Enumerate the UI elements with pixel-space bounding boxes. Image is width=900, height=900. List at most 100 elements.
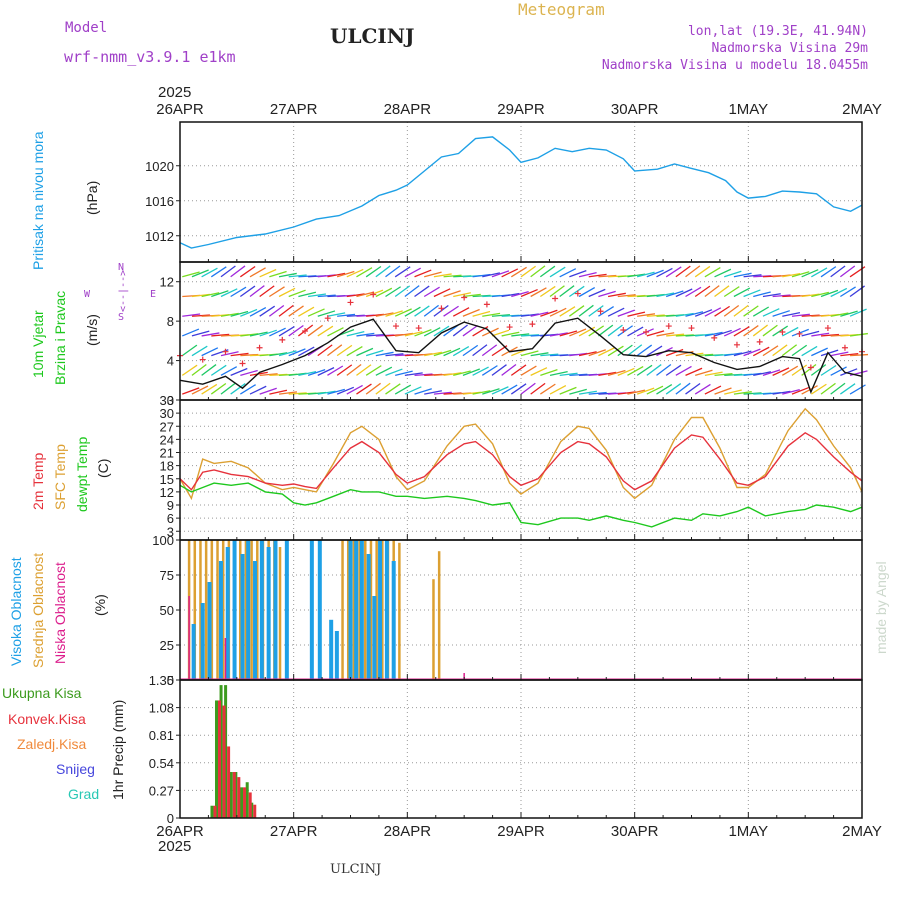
wind-barb — [259, 387, 277, 395]
cloud-bar — [221, 540, 225, 680]
cloud-bar — [369, 540, 373, 680]
wind-barb — [772, 310, 790, 317]
wind-barb — [220, 351, 239, 357]
wind-barb — [782, 312, 801, 317]
wind-barb — [733, 326, 750, 337]
wind-barb — [385, 368, 403, 376]
wind-barb — [520, 313, 539, 317]
y-tick-label: 1016 — [145, 194, 174, 209]
wind-barb — [724, 389, 742, 395]
precip-bar — [237, 777, 241, 818]
cloud-bar — [259, 540, 264, 680]
wind-barb — [462, 344, 479, 357]
wind-barb — [230, 265, 246, 278]
wind-barb — [830, 366, 847, 376]
x-date-label-top: 29APR — [497, 101, 545, 118]
wind-barb — [559, 372, 578, 377]
wind-barb — [317, 294, 336, 298]
cloud-bar — [224, 638, 227, 680]
x-date-label-bottom: 2MAY — [842, 823, 882, 840]
wind-barb — [201, 347, 219, 357]
wind-barb — [646, 314, 665, 317]
wind-barb — [665, 266, 682, 278]
wind-barb — [414, 388, 432, 395]
x-date-label-bottom: 26APR — [156, 823, 204, 840]
wind-barb — [375, 265, 391, 278]
wind-barb — [520, 382, 536, 395]
wind-barb — [259, 373, 278, 377]
wind-barb — [327, 365, 344, 376]
wind-barb — [617, 325, 633, 337]
wind-barb — [269, 352, 288, 357]
wind-barb — [685, 367, 703, 376]
wind-barb — [830, 382, 846, 395]
wind-barb — [694, 383, 711, 395]
wind-barb — [346, 363, 362, 376]
wind-barb — [685, 286, 702, 298]
wind-barb — [278, 272, 297, 278]
wind-barb — [230, 352, 249, 357]
wind-barb — [723, 304, 740, 317]
wind-barb — [752, 306, 770, 317]
wind-barb — [559, 330, 578, 337]
wind-barb — [249, 267, 266, 278]
wind-barb — [810, 364, 827, 376]
wind-barb — [462, 308, 480, 317]
wind-barb — [782, 388, 800, 395]
wind-barb — [414, 373, 433, 377]
wind-barb — [820, 333, 840, 337]
wind-barb — [210, 364, 227, 376]
lonlat-label: lon,lat (19.3E, 41.94N) — [687, 24, 868, 39]
wind-barb — [559, 285, 575, 298]
wind-barb — [394, 308, 412, 317]
gust-marker — [222, 348, 229, 355]
wind-barb — [365, 365, 382, 376]
y-tick-label: 30 — [160, 406, 174, 421]
wind-barb — [588, 305, 604, 317]
wind-barb — [762, 324, 778, 337]
model-name: wrf-nmm_v3.9.1 e1km — [64, 48, 236, 66]
wind-barb — [501, 331, 520, 337]
wind-barb — [549, 285, 565, 298]
cloud-bar — [238, 540, 242, 680]
gust-marker — [807, 364, 814, 371]
cloud-bar — [216, 540, 219, 680]
x-date-label-bottom: 1MAY — [728, 823, 768, 840]
cloud-bar — [341, 540, 344, 680]
wind-barb — [675, 312, 694, 317]
wind-barb — [723, 327, 741, 337]
wind-barb — [395, 370, 413, 376]
wind-barb — [375, 366, 393, 376]
gust-marker — [574, 290, 581, 297]
wind-barb — [510, 383, 527, 395]
wind-barb — [220, 312, 239, 317]
wind-barb — [182, 313, 201, 317]
wind-barb — [840, 368, 858, 376]
precip-bar — [229, 772, 233, 818]
wind-barb — [539, 383, 556, 395]
cloud-bar — [378, 540, 383, 680]
wind-barb — [578, 304, 594, 317]
wind-barb — [298, 306, 315, 317]
wind-barb — [452, 324, 468, 337]
wind-barb — [782, 272, 801, 278]
wind-barb — [646, 345, 663, 357]
wind-barb — [607, 369, 626, 376]
wind-barb — [549, 266, 566, 278]
wind-barb — [288, 348, 306, 357]
cloud-bar — [250, 540, 253, 680]
wind-barb — [181, 364, 198, 376]
wind-barb — [356, 364, 372, 376]
gust-marker — [279, 336, 286, 343]
wind-barb — [752, 324, 769, 337]
wind-barb — [414, 269, 432, 278]
compass-w: W — [84, 289, 91, 300]
wind-barb — [598, 306, 614, 317]
wind-barb — [675, 288, 693, 298]
wind-barb — [433, 288, 451, 298]
x-date-label-bottom: 30APR — [611, 823, 659, 840]
wind-barb — [481, 365, 498, 376]
wind-barb — [762, 293, 781, 298]
wind-barb — [511, 333, 530, 337]
wind-barb — [307, 293, 327, 298]
